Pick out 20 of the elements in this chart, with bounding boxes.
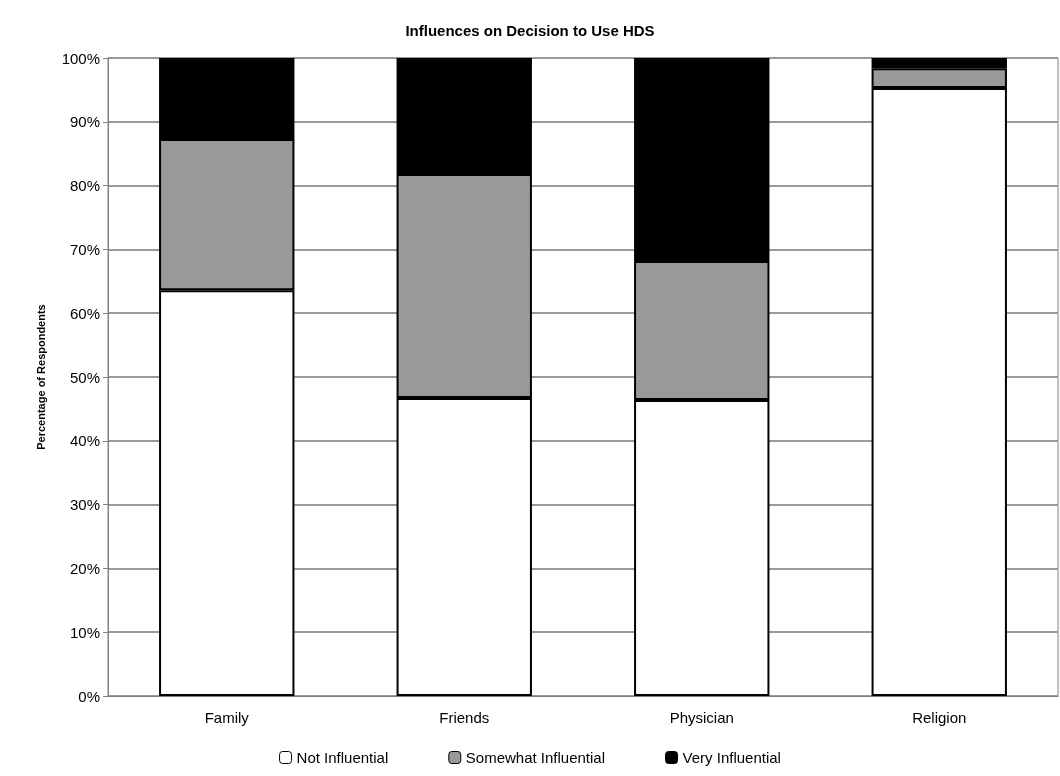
legend-label: Very Influential: [682, 749, 781, 766]
y-tick-label: 70%: [69, 240, 100, 258]
y-tick-label: 40%: [69, 432, 100, 450]
y-tick-label: 100%: [61, 49, 100, 67]
legend-label: Not Influential: [296, 749, 389, 766]
y-tick-label: 20%: [69, 559, 100, 577]
y-tick-label: 90%: [69, 113, 100, 131]
y-tick-label: 30%: [69, 496, 100, 514]
y-tick-label: 80%: [69, 177, 100, 195]
y-tick-label: 50%: [69, 368, 100, 386]
x-tick-label: Family: [204, 709, 250, 726]
chart-title: Influences on Decision to Use HDS: [405, 22, 655, 39]
y-tick-label: 10%: [69, 623, 100, 641]
legend-label: Somewhat Influential: [465, 749, 606, 766]
x-tick-label: Religion: [912, 709, 967, 726]
y-tick-label: 0%: [78, 687, 100, 705]
y-tick-label: 60%: [69, 304, 100, 322]
x-tick-label: Physician: [669, 709, 734, 726]
x-tick-label: Friends: [439, 709, 490, 726]
y-axis-title: Percentage of Respondents: [34, 304, 47, 450]
